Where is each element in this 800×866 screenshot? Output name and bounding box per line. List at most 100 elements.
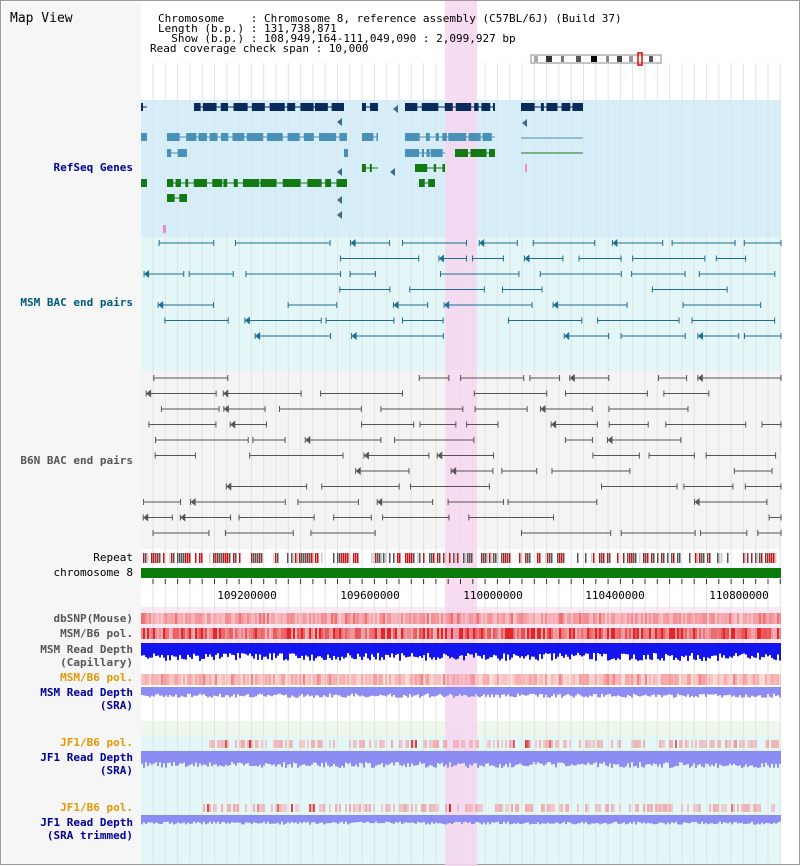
read-depth-bar <box>451 687 453 695</box>
read-depth-bar <box>645 643 647 659</box>
read-depth-bar <box>655 643 657 653</box>
read-depth-bar <box>739 687 741 695</box>
gene-exon <box>223 179 227 187</box>
read-depth-bar <box>317 751 319 765</box>
snp-density-cell <box>519 628 521 639</box>
read-depth-bar <box>269 751 271 764</box>
snp-density-cell <box>593 674 595 685</box>
track-label-refseq[interactable]: RefSeq Genes <box>54 162 133 174</box>
snp-density-cell <box>515 628 517 639</box>
snp-density-cell <box>741 674 743 685</box>
snp-density-cell <box>167 613 169 624</box>
gene-exon <box>442 164 445 172</box>
snp-density-cell <box>589 613 591 624</box>
pol-cell <box>771 740 773 748</box>
read-depth-bar <box>295 751 297 763</box>
snp-density-cell <box>633 674 635 685</box>
read-depth-bar <box>205 815 207 824</box>
read-depth-bar <box>241 751 243 763</box>
read-depth-bar <box>575 751 577 765</box>
read-depth-bar <box>531 751 533 765</box>
read-depth-bar <box>711 643 713 656</box>
read-depth-bar <box>557 815 559 823</box>
read-depth-bar <box>333 687 335 695</box>
read-depth-bar <box>663 815 665 823</box>
read-depth-bar <box>347 643 349 653</box>
snp-density-cell <box>765 674 767 685</box>
read-depth-bar <box>589 751 591 764</box>
repeat-mark <box>343 553 345 563</box>
read-depth-bar <box>425 751 427 768</box>
snp-density-cell <box>141 674 143 685</box>
pol-cell <box>405 804 407 812</box>
track-label-b6n-bac[interactable]: B6N BAC end pairs <box>20 455 133 467</box>
repeat-mark <box>467 553 469 563</box>
repeat-mark <box>445 553 447 563</box>
track-label-msm-bac[interactable]: MSM BAC end pairs <box>20 297 133 309</box>
read-depth-bar <box>757 643 759 653</box>
pol-cell <box>667 804 669 812</box>
repeat-mark <box>159 553 161 563</box>
read-depth-bar <box>665 815 667 825</box>
pol-cell <box>505 804 507 812</box>
pol-cell <box>579 740 581 748</box>
read-depth-bar <box>769 815 771 823</box>
snp-density-cell <box>551 628 553 639</box>
snp-density-cell <box>165 674 167 685</box>
read-depth-bar <box>399 815 401 822</box>
read-depth-bar <box>609 815 611 824</box>
snp-density-cell <box>761 613 763 624</box>
snp-density-cell <box>291 674 293 685</box>
read-depth-bar <box>673 643 675 660</box>
read-depth-bar <box>573 643 575 656</box>
read-depth-bar <box>723 643 725 655</box>
gene-exon <box>336 179 347 187</box>
snp-density-cell <box>601 674 603 685</box>
read-depth-bar <box>363 815 365 823</box>
snp-density-cell <box>515 613 517 624</box>
snp-density-cell <box>241 628 243 639</box>
read-depth-bar <box>209 687 211 697</box>
snp-density-cell <box>509 674 511 685</box>
snp-density-cell <box>747 674 749 685</box>
read-depth-bar <box>623 643 625 654</box>
read-depth-bar <box>199 815 201 823</box>
snp-density-cell <box>319 628 321 639</box>
read-depth-bar <box>567 815 569 822</box>
read-depth-bar <box>667 643 669 655</box>
pol-cell <box>471 804 473 812</box>
ideogram-band <box>546 56 552 62</box>
read-depth-bar <box>155 687 157 694</box>
pol-cell <box>511 740 513 748</box>
read-depth-bar <box>407 815 409 823</box>
read-depth-bar <box>677 687 679 694</box>
snp-density-cell <box>689 674 691 685</box>
pol-cell <box>713 804 715 812</box>
snp-density-cell <box>275 674 277 685</box>
read-depth-bar <box>289 815 291 823</box>
snp-density-cell <box>565 613 567 624</box>
read-depth-bar <box>331 815 333 822</box>
read-depth-bar <box>753 751 755 767</box>
snp-density-cell <box>443 674 445 685</box>
snp-density-cell <box>357 613 359 624</box>
read-depth-bar <box>547 687 549 697</box>
snp-density-cell <box>743 613 745 624</box>
snp-density-cell <box>465 674 467 685</box>
pol-cell <box>297 804 299 812</box>
snp-density-cell <box>337 628 339 639</box>
snp-density-cell <box>365 628 367 639</box>
snp-density-cell <box>237 613 239 624</box>
gene-exon <box>212 179 222 187</box>
read-depth-bar <box>267 751 269 764</box>
read-depth-bar <box>575 687 577 695</box>
gene-marker <box>525 164 527 172</box>
snp-density-cell <box>433 674 435 685</box>
read-depth-bar <box>149 643 151 658</box>
read-depth-bar <box>727 815 729 823</box>
gene-marker <box>163 225 166 233</box>
repeat-mark <box>727 553 729 563</box>
pol-cell <box>657 804 659 812</box>
snp-density-cell <box>185 613 187 624</box>
read-depth-bar <box>765 815 767 823</box>
